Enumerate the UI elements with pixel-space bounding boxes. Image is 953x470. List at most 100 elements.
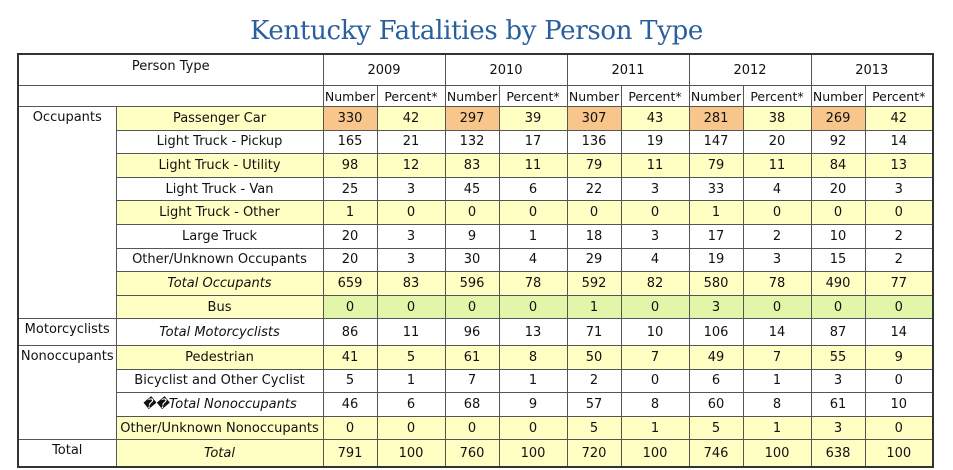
percent-cell: 0 bbox=[498, 200, 568, 225]
person-type-header: Person Type bbox=[17, 53, 324, 86]
number-cell: 96 bbox=[444, 318, 500, 346]
percent-cell: 8 bbox=[498, 344, 568, 370]
table-row: Nonoccupants Pedestrian 41 5 61 8 50 7 49 7 55 9 bbox=[17, 344, 934, 441]
percent-cell: 19 bbox=[620, 129, 690, 155]
percent-cell: 0 bbox=[864, 200, 934, 225]
person-type-label: Bus bbox=[115, 294, 324, 320]
number-cell: 3 bbox=[810, 415, 866, 441]
number-cell: 0 bbox=[444, 294, 500, 320]
person-type-label: Bicyclist and Other Cyclist bbox=[115, 368, 324, 394]
percent-cell: 9 bbox=[498, 392, 568, 417]
category-cell: Total bbox=[17, 439, 117, 468]
number-cell: 20 bbox=[810, 176, 866, 202]
percent-cell: 13 bbox=[864, 153, 934, 178]
percent-cell: 4 bbox=[498, 247, 568, 273]
number-cell: 3 bbox=[810, 368, 866, 394]
number-cell: 0 bbox=[444, 200, 500, 225]
percent-cell: 1 bbox=[620, 415, 690, 441]
number-header: Number bbox=[688, 85, 744, 107]
number-cell: 0 bbox=[810, 294, 866, 320]
table-row: ��Total Nonoccupants 46 6 68 9 57 8 60 8 61 10 bbox=[18, 392, 934, 417]
number-header: Number bbox=[566, 85, 622, 107]
number-cell: 19 bbox=[688, 247, 744, 273]
percent-cell: 1 bbox=[742, 368, 812, 394]
number-cell: 55 bbox=[810, 344, 866, 370]
percent-cell: 11 bbox=[620, 153, 690, 178]
percent-cell: 77 bbox=[864, 271, 934, 296]
number-cell: 25 bbox=[322, 176, 378, 202]
percent-cell: 0 bbox=[498, 415, 568, 441]
person-type-label: Total Motorcyclists bbox=[115, 318, 324, 346]
number-cell: 307 bbox=[566, 106, 622, 131]
percent-cell: 13 bbox=[498, 318, 568, 346]
percent-cell: 6 bbox=[498, 176, 568, 202]
number-cell: 9 bbox=[444, 223, 500, 249]
number-cell: 596 bbox=[444, 271, 500, 296]
person-type-label: Other/Unknown Occupants bbox=[115, 247, 324, 273]
number-cell: 0 bbox=[444, 415, 500, 441]
percent-cell: 38 bbox=[742, 106, 812, 131]
number-cell: 20 bbox=[322, 247, 378, 273]
percent-cell: 14 bbox=[864, 318, 934, 346]
percent-cell: 0 bbox=[376, 415, 446, 441]
table-row: Total Total 791 100 760 100 720 100 746 100 638 100 bbox=[17, 439, 934, 468]
category-cell: Occupants bbox=[17, 105, 117, 320]
table-row: Light Truck - Pickup 165 21 132 17 136 19 147 20… bbox=[18, 129, 934, 155]
number-header: Number bbox=[322, 85, 378, 107]
percent-cell: 3 bbox=[376, 176, 446, 202]
page-title: Kentucky Fatalities by Person Type bbox=[249, 16, 704, 46]
number-cell: 0 bbox=[322, 415, 378, 441]
percent-cell: 0 bbox=[376, 200, 446, 225]
percent-cell: 1 bbox=[498, 223, 568, 249]
percent-cell: 78 bbox=[742, 271, 812, 296]
number-cell: 720 bbox=[566, 439, 622, 468]
person-type-label: Total bbox=[115, 439, 324, 468]
percent-cell: 2 bbox=[864, 223, 934, 249]
number-cell: 30 bbox=[444, 247, 500, 273]
table-row: Other/Unknown Nonoccupants 0 0 0 0 5 1 5 1 3 0 bbox=[18, 415, 934, 441]
number-cell: 61 bbox=[810, 392, 866, 417]
number-cell: 165 bbox=[322, 129, 378, 155]
table-body: Occupants Passenger Car 330 42 297 39 307 43 281… bbox=[17, 105, 934, 468]
number-cell: 147 bbox=[688, 129, 744, 155]
table-row: Light Truck - Other 1 0 0 0 0 0 1 0 0 0 bbox=[18, 200, 934, 225]
number-cell: 2 bbox=[566, 368, 622, 394]
person-type-label: Light Truck - Van bbox=[115, 176, 324, 202]
number-cell: 269 bbox=[810, 106, 866, 131]
number-cell: 61 bbox=[444, 344, 500, 370]
subheader-row: Number Percent* Number Percent* Number P… bbox=[17, 85, 934, 107]
person-type-label: Light Truck - Utility bbox=[115, 153, 324, 178]
person-type-label: Other/Unknown Nonoccupants bbox=[115, 415, 324, 441]
number-cell: 490 bbox=[810, 271, 866, 296]
number-cell: 330 bbox=[322, 106, 378, 131]
number-cell: 3 bbox=[688, 294, 744, 320]
number-cell: 71 bbox=[566, 318, 622, 346]
percent-cell: 3 bbox=[620, 223, 690, 249]
percent-cell: 0 bbox=[864, 415, 934, 441]
person-type-label: Large Truck bbox=[115, 223, 324, 249]
number-cell: 86 bbox=[322, 318, 378, 346]
category-cell: Motorcyclists bbox=[17, 318, 117, 346]
number-cell: 0 bbox=[322, 294, 378, 320]
year-header: 2013 bbox=[810, 53, 934, 86]
percent-cell: 100 bbox=[742, 439, 812, 468]
percent-cell: 100 bbox=[864, 439, 934, 468]
number-cell: 50 bbox=[566, 344, 622, 370]
percent-cell: 2 bbox=[742, 223, 812, 249]
percent-cell: 11 bbox=[742, 153, 812, 178]
number-cell: 0 bbox=[566, 200, 622, 225]
person-type-label: Total Occupants bbox=[115, 271, 324, 296]
person-type-label: ��Total Nonoccupants bbox=[115, 392, 324, 417]
percent-cell: 3 bbox=[864, 176, 934, 202]
percent-cell: 100 bbox=[498, 439, 568, 468]
number-cell: 659 bbox=[322, 271, 378, 296]
percent-cell: 43 bbox=[620, 106, 690, 131]
percent-cell: 0 bbox=[376, 294, 446, 320]
number-cell: 580 bbox=[688, 271, 744, 296]
percent-cell: 3 bbox=[620, 176, 690, 202]
number-cell: 15 bbox=[810, 247, 866, 273]
number-cell: 136 bbox=[566, 129, 622, 155]
number-cell: 106 bbox=[688, 318, 744, 346]
number-cell: 1 bbox=[322, 200, 378, 225]
percent-cell: 1 bbox=[742, 415, 812, 441]
